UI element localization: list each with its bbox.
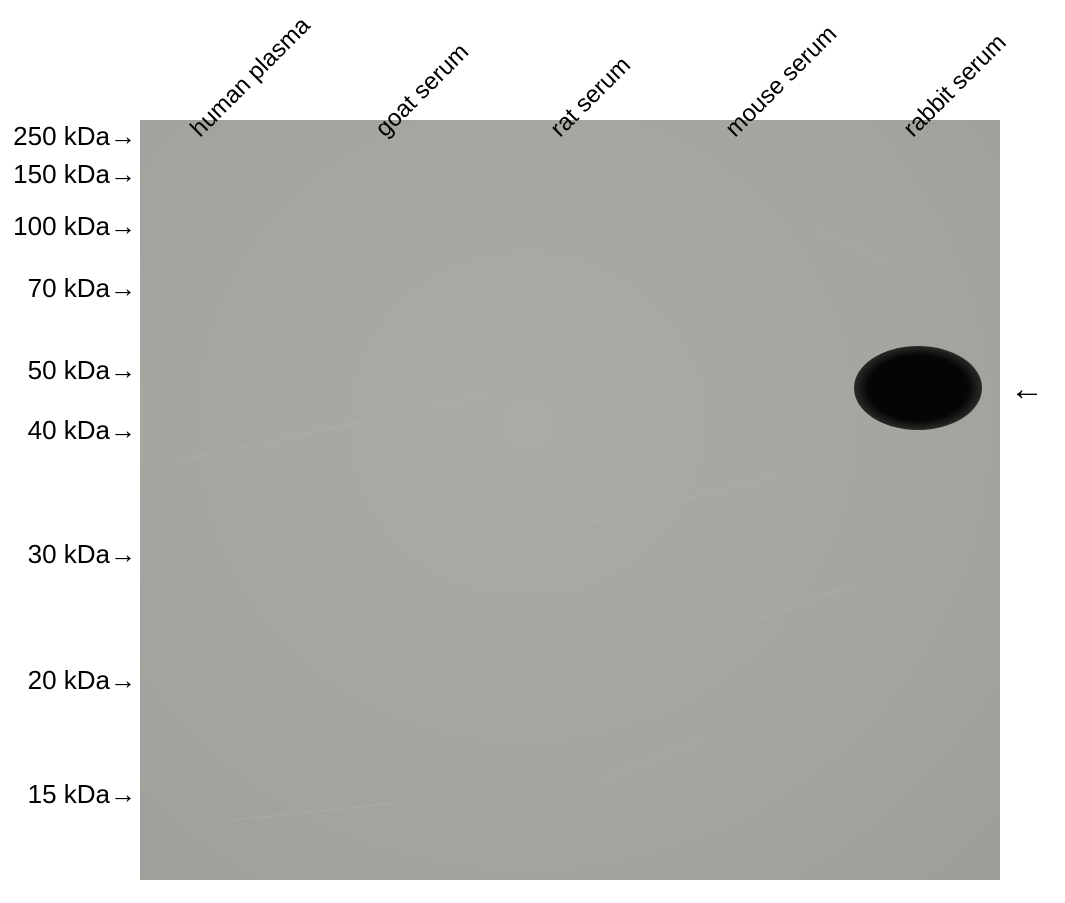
band-pointer-arrow-icon: ← <box>1010 372 1044 406</box>
mw-marker-label: 40 kDa→ <box>28 415 136 446</box>
membrane-scratch <box>820 230 893 265</box>
mw-marker-text: 50 kDa <box>28 355 110 385</box>
figure-container: WWW.PTGLAB.COM ← human plasmagoat serumr… <box>0 0 1065 903</box>
blot-membrane: WWW.PTGLAB.COM <box>140 120 1000 880</box>
mw-marker-label: 250 kDa→ <box>13 121 136 152</box>
mw-marker-text: 150 kDa <box>13 159 110 189</box>
mw-marker-label: 20 kDa→ <box>28 665 136 696</box>
mw-marker-text: 100 kDa <box>13 211 110 241</box>
arrow-right-icon: → <box>110 273 136 304</box>
arrow-right-icon: → <box>110 665 136 696</box>
mw-marker-text: 250 kDa <box>13 121 110 151</box>
arrow-right-icon: → <box>110 355 136 386</box>
mw-marker-text: 70 kDa <box>28 273 110 303</box>
arrow-right-icon: → <box>110 415 136 446</box>
mw-marker-text: 30 kDa <box>28 539 110 569</box>
membrane-scratch <box>260 213 374 251</box>
mw-marker-label: 70 kDa→ <box>28 273 136 304</box>
mw-marker-text: 40 kDa <box>28 415 110 445</box>
membrane-scratch <box>520 477 773 541</box>
membrane-scratch <box>360 660 418 701</box>
mw-marker-label: 30 kDa→ <box>28 539 136 570</box>
mw-marker-text: 15 kDa <box>28 779 110 809</box>
arrow-right-icon: → <box>110 539 136 570</box>
mw-marker-label: 50 kDa→ <box>28 355 136 386</box>
arrow-right-icon: → <box>110 211 136 242</box>
membrane-scratch <box>180 393 493 461</box>
mw-marker-text: 20 kDa <box>28 665 110 695</box>
arrow-right-icon: → <box>110 159 136 190</box>
arrow-right-icon: → <box>110 121 136 152</box>
membrane-scratch <box>600 739 702 781</box>
mw-marker-label: 15 kDa→ <box>28 779 136 810</box>
arrow-right-icon: → <box>110 779 136 810</box>
membrane-scratch <box>230 801 409 821</box>
mw-marker-label: 100 kDa→ <box>13 211 136 242</box>
membrane-scratch <box>700 585 851 641</box>
mw-marker-label: 150 kDa→ <box>13 159 136 190</box>
signal-band-rabbit-serum <box>854 346 982 430</box>
